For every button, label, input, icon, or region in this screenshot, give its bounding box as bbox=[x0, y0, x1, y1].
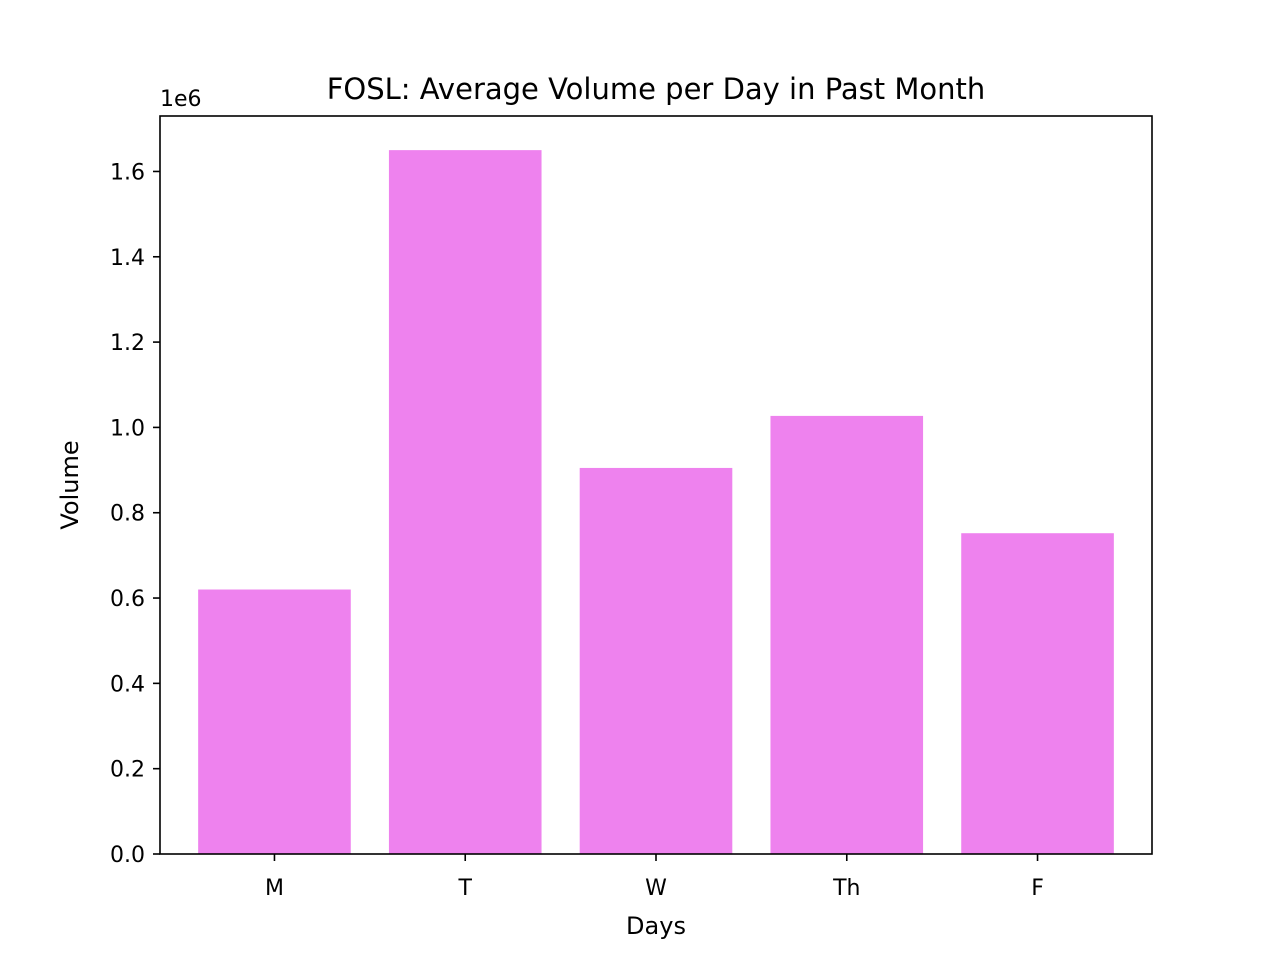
x-tick-label: M bbox=[265, 876, 284, 901]
x-axis-label: Days bbox=[626, 912, 686, 940]
bar-th bbox=[770, 415, 924, 854]
bar-w bbox=[579, 467, 733, 854]
bar-m bbox=[198, 589, 351, 854]
x-tick-label: F bbox=[1031, 876, 1044, 901]
y-axis-ticks: 0.0 0.2 0.4 0.6 0.8 1.0 1.2 1.4 1.6 bbox=[110, 160, 160, 868]
y-tick-label: 0.6 bbox=[110, 587, 145, 612]
chart-title: FOSL: Average Volume per Day in Past Mon… bbox=[327, 72, 986, 106]
bars bbox=[198, 150, 1114, 854]
y-tick-label: 0.2 bbox=[110, 758, 145, 783]
y-tick-label: 0.8 bbox=[110, 502, 145, 527]
plot-frame bbox=[159, 115, 1153, 855]
y-tick-label: 0.0 bbox=[110, 843, 145, 868]
x-tick-label: T bbox=[458, 876, 473, 901]
y-axis-offset-label: 1e6 bbox=[160, 87, 202, 112]
y-tick-label: 1.6 bbox=[110, 160, 145, 185]
x-tick-label: Th bbox=[832, 876, 860, 901]
y-axis-label: Volume bbox=[56, 440, 84, 529]
y-tick-label: 1.0 bbox=[110, 416, 145, 441]
y-tick-label: 1.4 bbox=[110, 246, 145, 271]
y-tick-label: 1.2 bbox=[110, 331, 145, 356]
bar-t bbox=[388, 150, 542, 854]
y-tick-label: 0.4 bbox=[110, 672, 145, 697]
x-axis-ticks: M T W Th F bbox=[265, 854, 1044, 901]
bar-f bbox=[961, 533, 1114, 854]
x-tick-label: W bbox=[645, 876, 667, 901]
